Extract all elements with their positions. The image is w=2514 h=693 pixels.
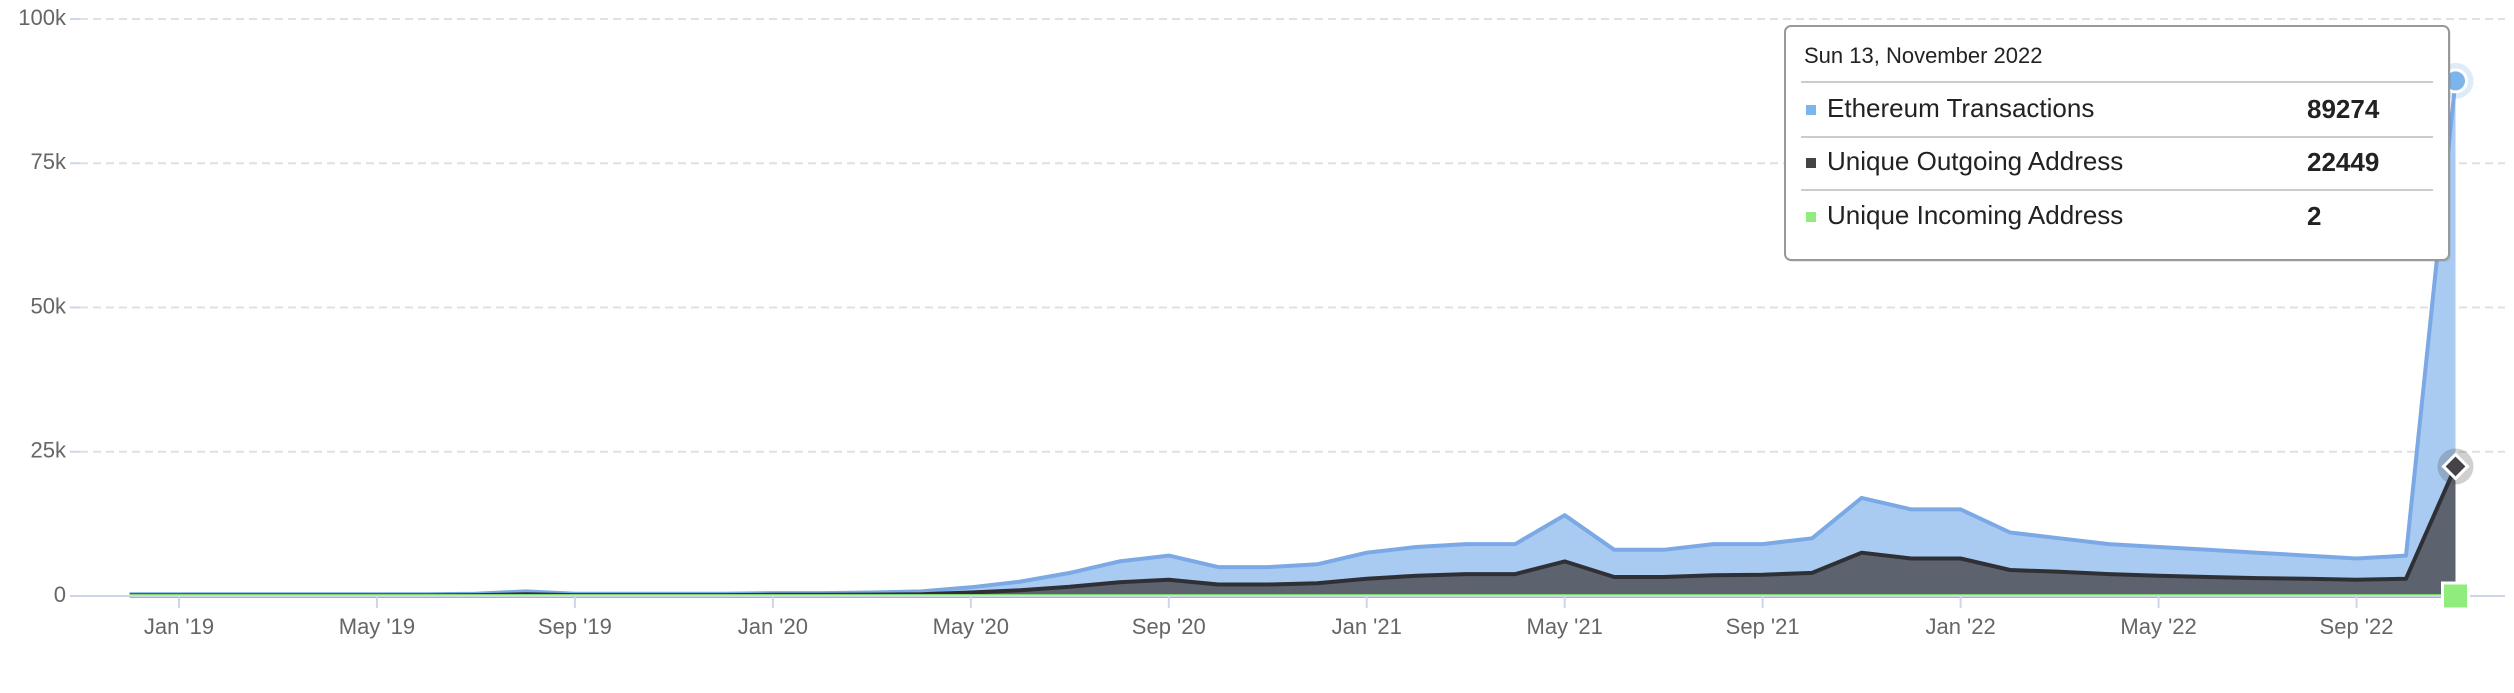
x-tick-label: Jan '21 xyxy=(1332,614,1402,639)
x-tick-label: Sep '21 xyxy=(1726,614,1800,639)
y-tick-label: 75k xyxy=(31,149,67,174)
tooltip-box xyxy=(1784,25,2450,261)
axes: 0 25k 50k 75k 100k Jan '19 May '19 Sep '19 Jan '… xyxy=(18,5,2505,639)
legend-swatch xyxy=(1806,105,1816,115)
legend-label: Unique Incoming Address xyxy=(1827,200,2123,230)
x-tick-label: Jan '20 xyxy=(738,614,808,639)
x-tick-label: May '20 xyxy=(933,614,1009,639)
area xyxy=(129,466,2456,596)
x-tick-label: Sep '19 xyxy=(538,614,612,639)
legend-swatch xyxy=(1806,212,1816,222)
x-tick-label: Sep '20 xyxy=(1132,614,1206,639)
x-tick-label: Jan '19 xyxy=(144,614,214,639)
legend-label: Ethereum Transactions xyxy=(1827,93,2094,123)
tooltip-value: 89274 xyxy=(2307,94,2380,124)
legend-swatch xyxy=(1806,158,1816,168)
grid xyxy=(80,18,2505,453)
hover-marker xyxy=(2441,581,2471,611)
x-tick-label: Jan '22 xyxy=(1925,614,1995,639)
y-tick-label: 100k xyxy=(18,5,67,30)
hover-marker xyxy=(2441,452,2470,481)
tooltip-value: 2 xyxy=(2307,201,2321,231)
x-tick-label: May '19 xyxy=(339,614,415,639)
markers xyxy=(2437,62,2474,611)
x-tick-label: May '22 xyxy=(2120,614,2196,639)
y-tick-label: 50k xyxy=(31,293,67,318)
tooltip-title: Sun 13, November 2022 xyxy=(1804,43,2043,68)
y-tick-label: 25k xyxy=(31,438,67,463)
line xyxy=(129,80,2458,597)
tooltip-value: 22449 xyxy=(2307,147,2379,177)
tooltip: Sun 13, November 2022 Ethereum Transacti… xyxy=(1784,25,2451,262)
y-tick-label: 0 xyxy=(54,582,66,607)
legend-label: Unique Outgoing Address xyxy=(1827,146,2123,176)
x-tick-label: Sep '22 xyxy=(2320,614,2394,639)
x-tick-label: May '21 xyxy=(1527,614,1603,639)
